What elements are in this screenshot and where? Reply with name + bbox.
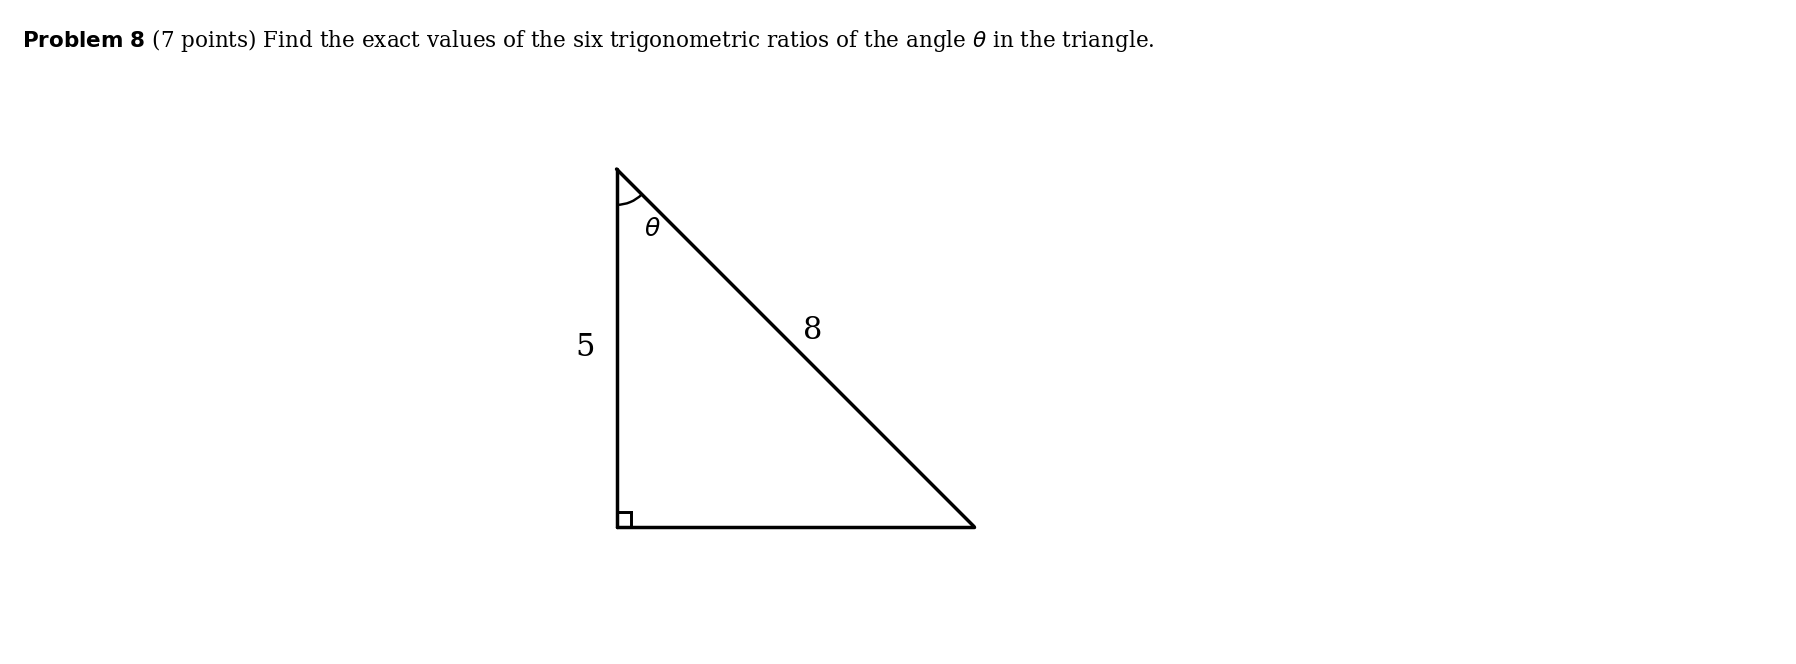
Text: 8: 8 — [803, 315, 823, 346]
Text: $\theta$: $\theta$ — [645, 218, 661, 241]
Text: 5: 5 — [575, 333, 594, 363]
Text: $\mathbf{Problem\ 8}$ (7 points) Find the exact values of the six trigonometric : $\mathbf{Problem\ 8}$ (7 points) Find th… — [22, 27, 1155, 54]
